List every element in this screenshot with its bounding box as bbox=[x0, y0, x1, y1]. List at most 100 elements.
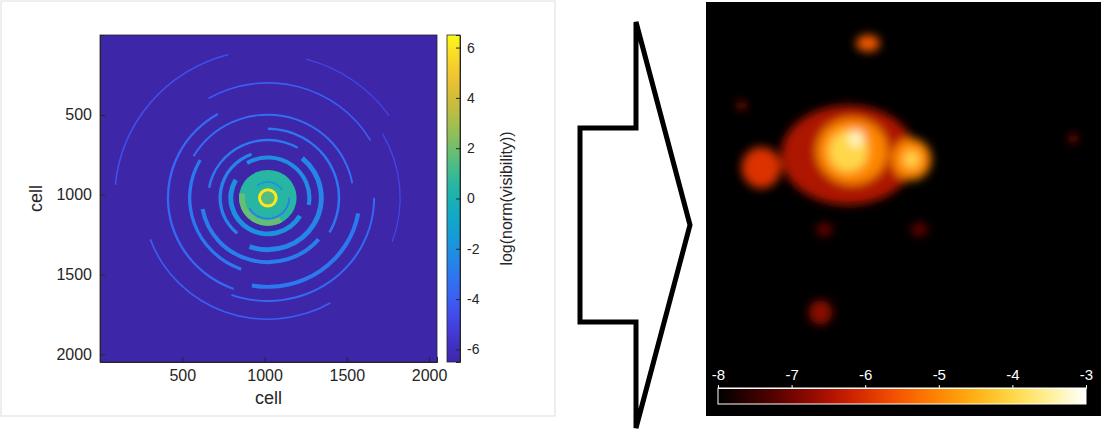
emission-blob bbox=[848, 130, 864, 147]
image-area bbox=[706, 2, 1101, 416]
visibility-ring bbox=[306, 59, 390, 116]
tick-label: 500 bbox=[169, 367, 196, 384]
tick-label: -4 bbox=[1006, 366, 1019, 383]
tick: -2 bbox=[456, 241, 480, 257]
plot-frame bbox=[100, 35, 437, 362]
heatmap-background bbox=[100, 35, 437, 362]
tick: -6 bbox=[456, 341, 480, 357]
tick-label: -4 bbox=[467, 291, 480, 307]
tick: 1500 bbox=[56, 266, 105, 283]
plot-area bbox=[100, 35, 437, 362]
tick: 1000 bbox=[56, 186, 105, 203]
tick-mark bbox=[939, 385, 940, 388]
tick: 2 bbox=[456, 140, 475, 156]
tick: -8 bbox=[712, 366, 725, 388]
tick-label: -5 bbox=[933, 366, 946, 383]
tick-label: -2 bbox=[467, 241, 480, 257]
axis-line bbox=[456, 36, 461, 363]
image-background bbox=[706, 2, 1101, 416]
panel-frame bbox=[1, 1, 555, 416]
tick: -3 bbox=[1080, 366, 1093, 388]
axis: -6 -4 -2 0 2 4 6 bbox=[456, 36, 480, 363]
tick: -6 bbox=[859, 366, 872, 388]
tick-label: -6 bbox=[467, 341, 480, 357]
tick-mark bbox=[456, 48, 460, 49]
tick-label: 1000 bbox=[247, 367, 283, 384]
y-axis-title: cell bbox=[26, 185, 46, 212]
tick-mark bbox=[347, 357, 348, 362]
tick-mark bbox=[456, 349, 460, 350]
tick-label: 6 bbox=[467, 40, 475, 56]
emission-blob bbox=[817, 223, 833, 235]
visibility-ring bbox=[258, 188, 278, 207]
canvas: 500 1000 1500 2000 500 1000 1500 2000 cell cell -6… bbox=[0, 0, 1105, 434]
tick-mark bbox=[456, 98, 460, 99]
visibility-ring bbox=[167, 113, 234, 290]
emission-blob bbox=[892, 139, 932, 180]
visibility-ring bbox=[382, 133, 401, 242]
tick-label: -6 bbox=[859, 366, 872, 383]
tick: 1000 bbox=[247, 357, 283, 384]
tick-mark bbox=[1086, 385, 1087, 388]
emission bbox=[738, 35, 1078, 325]
axis: 500 1000 1500 2000 bbox=[101, 357, 448, 384]
tick: 4 bbox=[456, 90, 475, 106]
emission-blob bbox=[828, 130, 868, 171]
colorbar-title: log(norm(visibility)) bbox=[498, 131, 515, 265]
rings bbox=[115, 54, 401, 320]
tick-mark bbox=[100, 115, 105, 116]
tick-mark bbox=[865, 385, 866, 388]
tick-mark bbox=[456, 299, 460, 300]
tick: 2000 bbox=[56, 346, 105, 363]
tick: 500 bbox=[169, 357, 196, 384]
tick-mark bbox=[100, 275, 105, 276]
tick: 0 bbox=[456, 190, 475, 206]
tick-label: 2 bbox=[467, 140, 475, 156]
tick-mark bbox=[456, 249, 460, 250]
tick: 2000 bbox=[412, 357, 448, 384]
tick-mark bbox=[718, 385, 719, 388]
tick: 500 bbox=[65, 106, 105, 123]
tick-mark bbox=[265, 357, 266, 362]
axis-line bbox=[101, 36, 106, 363]
axis-line bbox=[101, 357, 438, 363]
visibility-ring bbox=[115, 54, 229, 185]
tick: 6 bbox=[456, 40, 475, 56]
tick-mark bbox=[1012, 385, 1013, 388]
axis-line bbox=[719, 385, 1087, 389]
emission-blob bbox=[738, 101, 746, 109]
tick-label: 2000 bbox=[412, 367, 448, 384]
emission-blob bbox=[817, 118, 888, 184]
tick-label: 4 bbox=[467, 90, 475, 106]
emission-blob bbox=[911, 223, 927, 235]
tick-mark bbox=[456, 199, 460, 200]
colorbar bbox=[718, 388, 1086, 404]
tick-label: 1500 bbox=[56, 266, 92, 283]
axis: 500 1000 1500 2000 bbox=[56, 36, 105, 363]
tick-label: -8 bbox=[712, 366, 725, 383]
x-axis-title: cell bbox=[255, 388, 282, 408]
tick-label: 0 bbox=[467, 190, 475, 206]
tick-mark bbox=[182, 357, 183, 362]
emission-blob bbox=[742, 147, 782, 188]
tick-label: 1500 bbox=[330, 367, 366, 384]
tick-label: -7 bbox=[785, 366, 798, 383]
emission-blob bbox=[1069, 134, 1077, 142]
tick-mark bbox=[100, 195, 105, 196]
tick-label: 1000 bbox=[56, 186, 92, 203]
tick-mark bbox=[456, 148, 460, 149]
tick-mark bbox=[429, 357, 430, 362]
tick: -4 bbox=[1006, 366, 1019, 388]
arrow bbox=[580, 22, 690, 428]
tick: 1500 bbox=[330, 357, 366, 384]
visibility-ring bbox=[261, 191, 274, 204]
emission-blob bbox=[856, 35, 880, 52]
tick-label: 500 bbox=[65, 106, 92, 123]
tick: -5 bbox=[933, 366, 946, 388]
tick-mark bbox=[100, 354, 105, 355]
figure: 500 1000 1500 2000 500 1000 1500 2000 cell cell -6… bbox=[0, 0, 1105, 434]
tick-label: -3 bbox=[1080, 366, 1093, 383]
tick: -7 bbox=[785, 366, 798, 388]
visibility-ring bbox=[239, 170, 297, 226]
colorbar bbox=[447, 35, 460, 362]
